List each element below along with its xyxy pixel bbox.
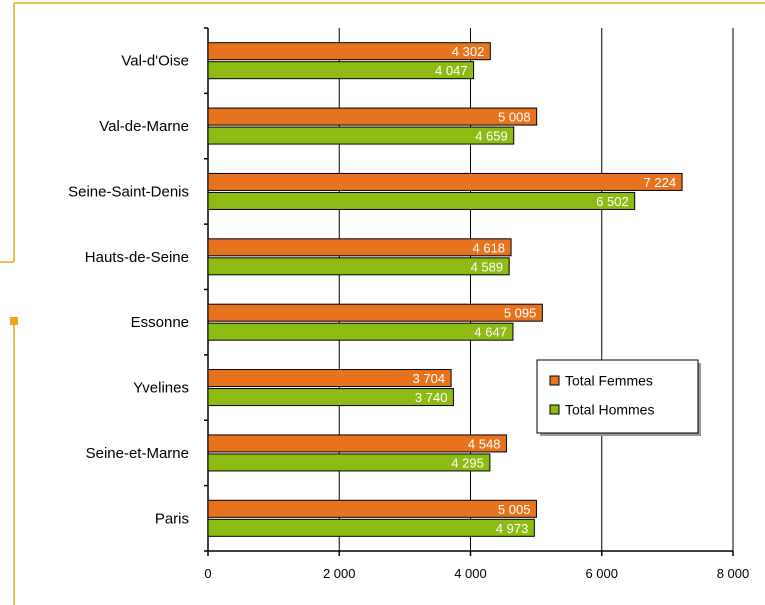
data-label-hommes: 6 502 bbox=[596, 194, 629, 209]
x-tick-label: 6 000 bbox=[585, 566, 618, 581]
category-label: Val-de-Marne bbox=[99, 118, 189, 135]
data-label-femmes: 4 302 bbox=[452, 44, 485, 59]
category-label: Seine-Saint-Denis bbox=[68, 183, 189, 200]
x-tick-label: 4 000 bbox=[454, 566, 487, 581]
x-tick-label: 2 000 bbox=[323, 566, 356, 581]
bar-hommes bbox=[207, 518, 535, 537]
data-label-femmes: 5 008 bbox=[498, 110, 531, 125]
category-label: Paris bbox=[155, 510, 189, 527]
legend-swatch bbox=[549, 375, 560, 386]
bar-femmes bbox=[207, 172, 683, 191]
data-label-femmes: 5 005 bbox=[498, 502, 531, 517]
data-label-hommes: 4 659 bbox=[475, 129, 508, 144]
bar-femmes bbox=[207, 369, 452, 388]
x-tick-label: 8 000 bbox=[717, 566, 750, 581]
legend: Total Femmes Total Hommes bbox=[536, 359, 701, 436]
bar-femmes bbox=[207, 303, 543, 322]
category-label: Val-d'Oise bbox=[121, 53, 189, 70]
legend-swatch bbox=[549, 404, 560, 415]
data-label-femmes: 5 095 bbox=[504, 306, 537, 321]
category-label: Hauts-de-Seine bbox=[85, 249, 189, 266]
data-label-hommes: 4 589 bbox=[471, 259, 504, 274]
frame-marker bbox=[10, 317, 18, 325]
legend-label: Total Femmes bbox=[565, 373, 653, 389]
data-label-hommes: 4 295 bbox=[451, 455, 484, 470]
bar-femmes bbox=[207, 238, 512, 257]
data-label-hommes: 4 647 bbox=[474, 325, 507, 340]
data-label-femmes: 4 548 bbox=[468, 436, 501, 451]
data-label-hommes: 4 047 bbox=[435, 63, 468, 78]
legend-box bbox=[536, 359, 699, 434]
data-label-hommes: 4 973 bbox=[496, 521, 529, 536]
data-label-femmes: 4 618 bbox=[473, 240, 506, 255]
bar-femmes bbox=[207, 107, 538, 126]
category-label: Seine-et-Marne bbox=[86, 445, 189, 462]
plot-area: 0 2 000 4 000 6 000 8 000 Val-d'Oise 4 302 4 04… bbox=[68, 27, 750, 581]
legend-label: Total Hommes bbox=[565, 402, 654, 418]
bar-hommes bbox=[207, 322, 514, 341]
bar-hommes bbox=[207, 126, 515, 145]
bar-hommes bbox=[207, 388, 454, 407]
category-label: Yvelines bbox=[133, 380, 189, 397]
data-label-femmes: 3 704 bbox=[413, 371, 446, 386]
data-label-femmes: 7 224 bbox=[644, 175, 677, 190]
data-label-hommes: 3 740 bbox=[415, 390, 448, 405]
bar-femmes bbox=[207, 434, 507, 453]
bar-hommes bbox=[207, 191, 636, 210]
bar-femmes bbox=[207, 499, 537, 518]
bar-hommes bbox=[207, 257, 510, 276]
bar-femmes bbox=[207, 42, 491, 61]
category-label: Essonne bbox=[131, 314, 189, 331]
x-tick-label: 0 bbox=[204, 566, 211, 581]
bar-hommes bbox=[207, 61, 475, 80]
bar-hommes bbox=[207, 453, 491, 472]
